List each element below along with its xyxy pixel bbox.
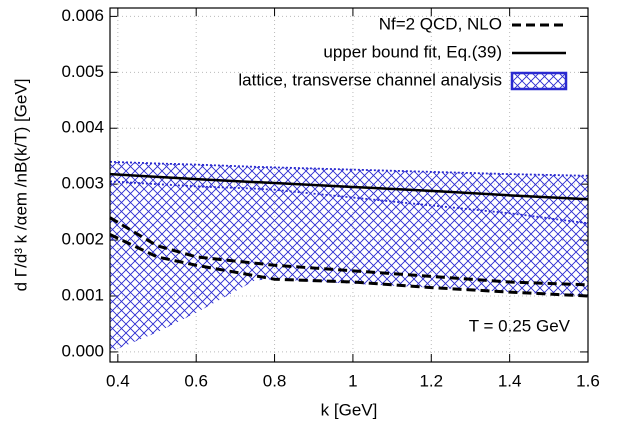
x-tick-label: 0.4	[106, 371, 130, 390]
x-tick-label: 1.6	[576, 371, 600, 390]
x-tick-label: 1	[348, 371, 357, 390]
x-tick-label: 0.6	[184, 371, 208, 390]
x-tick-label: 1.2	[419, 371, 443, 390]
band-central-line	[109, 180, 589, 225]
x-axis-label: k [GeV]	[321, 400, 378, 419]
lattice-band	[110, 161, 588, 352]
y-tick-label: 0.000	[61, 341, 104, 360]
legend-label: Nf=2 QCD, NLO	[379, 14, 502, 33]
x-tick-label: 1.4	[498, 371, 522, 390]
band-upper-line	[109, 160, 589, 177]
nlo-upper-line	[109, 216, 589, 287]
y-tick-label: 0.002	[61, 230, 104, 249]
y-tick-label: 0.006	[61, 6, 104, 25]
legend-swatch	[510, 71, 568, 91]
annotation: T = 0.25 GeV	[469, 316, 571, 335]
fit-line	[109, 172, 589, 201]
y-tick-label: 0.004	[61, 118, 104, 137]
nlo-lower-line	[109, 233, 589, 298]
legend-label: upper bound fit, Eq.(39)	[323, 42, 502, 61]
y-tick-label: 0.001	[61, 285, 104, 304]
x-tick-label: 0.8	[263, 371, 287, 390]
y-tick-label: 0.005	[61, 62, 104, 81]
y-tick-label: 0.003	[61, 174, 104, 193]
plot-frame	[109, 7, 589, 363]
y-axis-label: d Γ/d³ k /αem /nB(k/T) [GeV]	[11, 79, 30, 292]
legend-label: lattice, transverse channel analysis	[238, 70, 502, 89]
